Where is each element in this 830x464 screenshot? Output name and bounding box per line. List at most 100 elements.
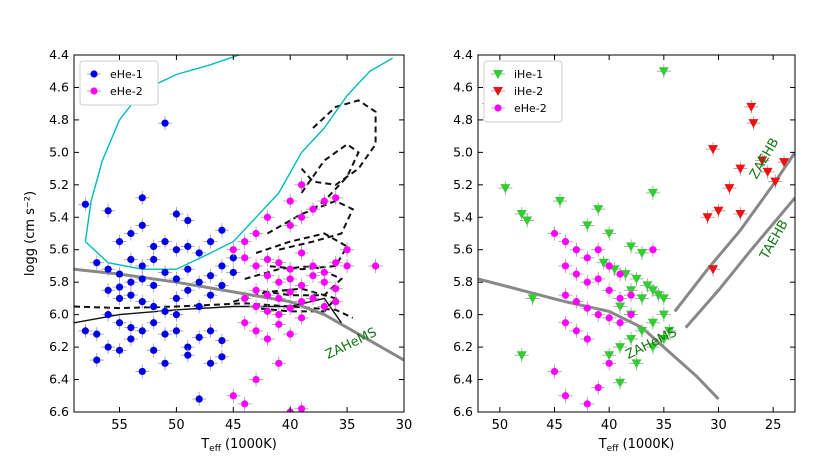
point-ehe-1 bbox=[115, 238, 124, 246]
dashed-track-6 bbox=[74, 302, 354, 319]
y-tick-label: 5.4 bbox=[49, 209, 69, 224]
point-ehe-2 bbox=[297, 281, 306, 290]
x-tick-label: 40 bbox=[282, 418, 299, 433]
point-ehe-1 bbox=[150, 242, 158, 251]
point-ehe-2 bbox=[252, 327, 260, 335]
point-ehe-2 bbox=[229, 246, 237, 254]
legend-label: iHe-1 bbox=[514, 68, 543, 81]
point-ehe-2 bbox=[263, 255, 272, 264]
point-ehe-1 bbox=[195, 249, 203, 257]
point-ehe-1 bbox=[184, 351, 192, 359]
point-ehe-2 bbox=[241, 319, 249, 327]
point-ihe-1 bbox=[658, 67, 669, 77]
point-ehe-2 bbox=[627, 291, 635, 299]
y-tick-label: 6.0 bbox=[453, 307, 473, 322]
point-ehe-1 bbox=[161, 330, 169, 338]
point-ehe-1 bbox=[172, 294, 181, 303]
point-ihe-1 bbox=[653, 291, 664, 301]
x-tick-label: 50 bbox=[492, 418, 509, 433]
point-ehe-2 bbox=[616, 270, 624, 278]
point-ehe-2 bbox=[241, 400, 249, 408]
point-ehe-2 bbox=[263, 213, 272, 221]
point-ehe-2 bbox=[332, 259, 340, 267]
point-ihe-2 bbox=[779, 158, 790, 168]
point-ehe-2 bbox=[241, 254, 249, 262]
legend-marker bbox=[493, 87, 503, 96]
point-ihe-1 bbox=[626, 334, 637, 344]
point-ehe-2 bbox=[550, 229, 559, 238]
point-ehe-2 bbox=[616, 319, 624, 327]
point-ehe-2 bbox=[286, 197, 294, 205]
point-ihe-2 bbox=[735, 164, 746, 174]
point-ehe-1 bbox=[104, 343, 112, 351]
point-ehe-1 bbox=[195, 333, 203, 341]
point-ehe-1 bbox=[115, 294, 124, 303]
point-ehe-1 bbox=[229, 254, 237, 262]
point-ehe-1 bbox=[138, 221, 146, 229]
point-ehe-2 bbox=[320, 278, 328, 286]
y-tick-label: 6.2 bbox=[49, 339, 69, 354]
point-ehe-1 bbox=[93, 259, 101, 267]
point-ehe-1 bbox=[161, 268, 169, 277]
point-ehe-1 bbox=[127, 324, 135, 332]
point-ihe-1 bbox=[626, 242, 637, 252]
annotation-zaehb: ZAEHB bbox=[747, 136, 782, 182]
point-ehe-1 bbox=[138, 275, 146, 283]
point-ehe-2 bbox=[263, 335, 272, 343]
y-tick-label: 4.4 bbox=[49, 47, 69, 62]
dashed-track-3 bbox=[255, 232, 349, 271]
point-ehe-2 bbox=[309, 294, 317, 303]
point-ehe-2 bbox=[320, 197, 328, 205]
point-ehe-1 bbox=[172, 246, 181, 254]
point-ehe-2 bbox=[561, 291, 570, 299]
point-ihe-1 bbox=[658, 334, 669, 344]
point-ehe-2 bbox=[297, 405, 306, 412]
point-ehe-2 bbox=[649, 246, 657, 254]
point-ehe-2 bbox=[594, 246, 602, 254]
point-ehe-2 bbox=[332, 194, 340, 202]
point-ehe-1 bbox=[195, 302, 203, 311]
point-ihe-1 bbox=[604, 351, 615, 361]
point-ihe-2 bbox=[746, 102, 757, 112]
point-ehe-1 bbox=[172, 275, 181, 283]
point-ihe-1 bbox=[636, 248, 647, 258]
point-ehe-2 bbox=[252, 302, 260, 311]
x-axis-label: Teff (1000K) bbox=[200, 437, 277, 454]
point-ihe-1 bbox=[615, 378, 626, 388]
line-zahems bbox=[478, 277, 720, 401]
point-ehe-1 bbox=[104, 207, 112, 215]
point-ehe-1 bbox=[115, 270, 124, 278]
point-ehe-2 bbox=[286, 275, 294, 283]
point-ehe-2 bbox=[286, 265, 294, 273]
point-ehe-1 bbox=[104, 286, 112, 294]
point-ehe-2 bbox=[594, 384, 602, 392]
plot-frame bbox=[477, 54, 796, 413]
point-ehe-1 bbox=[184, 265, 192, 273]
point-ehe-2 bbox=[229, 392, 237, 400]
point-ehe-1 bbox=[127, 278, 135, 286]
point-ehe-1 bbox=[150, 346, 158, 354]
point-ehe-1 bbox=[115, 283, 124, 291]
point-ehe-2 bbox=[583, 278, 591, 286]
point-ehe-1 bbox=[138, 327, 146, 335]
point-ehe-2 bbox=[594, 311, 602, 319]
point-ihe-2 bbox=[748, 119, 759, 129]
point-ehe-1 bbox=[218, 281, 226, 290]
point-ehe-1 bbox=[206, 291, 215, 299]
point-ehe-2 bbox=[309, 205, 317, 213]
point-ehe-2 bbox=[343, 262, 351, 270]
point-ehe-1 bbox=[138, 194, 146, 202]
point-ehe-2 bbox=[605, 262, 613, 270]
point-ihe-1 bbox=[631, 359, 642, 369]
point-ehe-2 bbox=[241, 294, 249, 303]
y-tick-label: 5.6 bbox=[49, 242, 69, 257]
legend-label: eHe-2 bbox=[514, 102, 547, 115]
point-ehe-1 bbox=[93, 330, 101, 338]
point-ehe-2 bbox=[297, 249, 306, 257]
point-ehe-2 bbox=[275, 311, 283, 319]
point-ehe-1 bbox=[150, 255, 158, 264]
point-ehe-2 bbox=[297, 314, 306, 322]
point-ehe-1 bbox=[161, 307, 169, 315]
y-tick-label: 5.8 bbox=[453, 274, 473, 289]
point-ehe-1 bbox=[229, 268, 237, 277]
